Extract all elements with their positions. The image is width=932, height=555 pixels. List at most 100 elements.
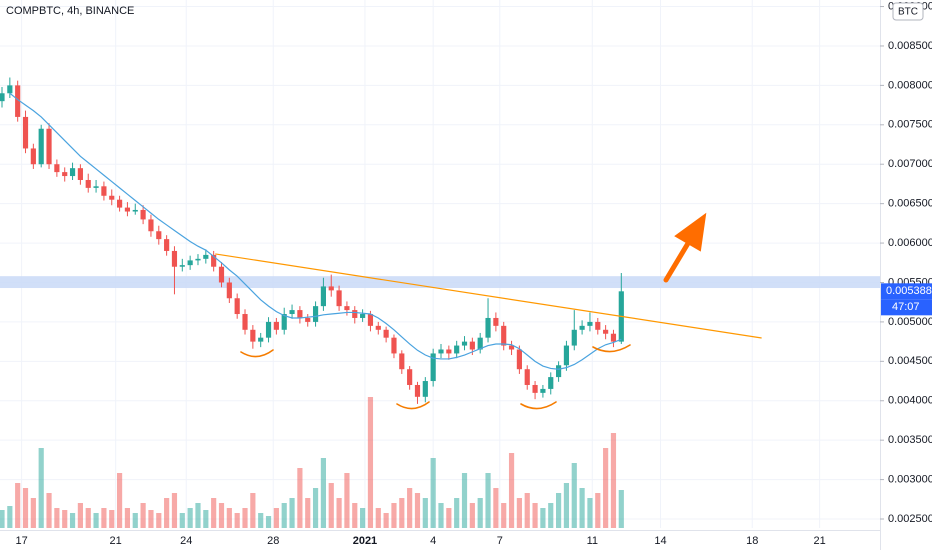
candle-body [30, 148, 36, 165]
candle-body [38, 128, 44, 165]
volume-bar [281, 503, 287, 528]
candle-body [508, 345, 515, 350]
volume-bar [320, 458, 326, 528]
last-price-label: 0.005388 [886, 285, 932, 297]
volume-bar [218, 503, 225, 528]
resistance-zone [0, 276, 880, 289]
countdown-box [881, 299, 932, 316]
volume-bar [414, 493, 421, 528]
x-tick-label: 21 [814, 535, 826, 547]
volume-bar [109, 510, 115, 528]
grid [0, 0, 880, 528]
candle-body [391, 337, 397, 354]
volume-bar [132, 513, 138, 528]
candle-body [328, 286, 334, 291]
candle-body [62, 172, 68, 177]
candle-body [438, 349, 444, 354]
candle-body [563, 345, 570, 366]
candle-body [132, 209, 138, 212]
volume-bar [62, 510, 68, 528]
candle-body [54, 164, 60, 173]
candle-body [516, 349, 522, 370]
volume-bar [391, 503, 397, 528]
candle-body [610, 333, 617, 342]
candle-body [399, 353, 405, 370]
candle-body [320, 286, 326, 307]
candle-body [77, 168, 83, 180]
candle-body [46, 128, 52, 165]
volume-bar [469, 503, 475, 528]
candle-body [258, 337, 264, 342]
bottom-arc [240, 349, 274, 358]
candle-body [265, 321, 272, 338]
candle-body [305, 317, 311, 322]
volume-bar [312, 488, 319, 528]
volume-bar [7, 506, 13, 528]
volume-bar [15, 483, 21, 528]
volume-bar [461, 473, 468, 528]
volume-bar [297, 468, 303, 528]
annotations [240, 212, 707, 410]
volume-bar [156, 513, 162, 528]
last-price-box [881, 283, 932, 300]
volume-bar [344, 473, 350, 528]
volume-bar [579, 488, 585, 528]
volume-bar [618, 490, 624, 528]
candle-body [344, 306, 350, 311]
y-tick-label: 0.003000 [888, 473, 932, 485]
candle-body [218, 266, 225, 283]
candle-body [571, 329, 577, 346]
volume-layer [0, 397, 624, 528]
currency-badge[interactable] [892, 2, 924, 21]
y-tick-label: 0.005000 [888, 316, 932, 328]
candle-body [422, 381, 428, 397]
volume-bar [69, 513, 76, 528]
candle-body [312, 306, 319, 322]
arrow-head [674, 212, 707, 252]
volume-bar [38, 448, 44, 528]
volume-bar [360, 508, 366, 528]
candle-body [477, 337, 483, 350]
countdown-label: 47:07 [892, 301, 920, 313]
x-tick-label: 17 [15, 535, 27, 547]
volume-bar [571, 463, 577, 528]
x-tick-label: 18 [746, 535, 758, 547]
volume-bar [540, 508, 546, 528]
volume-bar [258, 513, 264, 528]
y-tick-label: 0.004500 [888, 355, 932, 367]
candle-body [548, 377, 554, 389]
chart-title: COMPBTC, 4h, BINANCE [6, 5, 134, 17]
y-tick-label: 0.002500 [888, 513, 932, 525]
bottom-arc [520, 401, 557, 410]
volume-bar [556, 493, 562, 528]
trendline [215, 253, 762, 339]
volume-bar [563, 483, 570, 528]
candle-body [532, 384, 538, 393]
candle-body [195, 258, 201, 261]
volume-bar [375, 508, 381, 528]
arrow-shaft [663, 237, 693, 283]
candle-body [501, 325, 507, 346]
volume-bar [85, 508, 91, 528]
candle-body [85, 179, 91, 188]
candle-body [469, 341, 475, 350]
candle-body [281, 314, 287, 330]
y-tick-label: 0.007500 [888, 119, 932, 131]
candle-body [7, 85, 13, 94]
x-tick-label: 24 [180, 535, 192, 547]
candle-body [383, 329, 389, 338]
volume-bar [367, 397, 374, 528]
candle-body [0, 93, 5, 102]
currency-badge-label[interactable]: BTC [898, 7, 918, 18]
candle-body [124, 207, 131, 212]
candle-body [336, 290, 342, 307]
volume-bar [211, 498, 217, 528]
volume-bar [234, 513, 240, 528]
volume-bar [383, 513, 389, 528]
y-tick-label: 0.006500 [888, 198, 932, 210]
candle-body [273, 321, 279, 330]
volume-bar [22, 488, 29, 528]
candle-body [454, 345, 460, 354]
candle-body [187, 260, 193, 266]
